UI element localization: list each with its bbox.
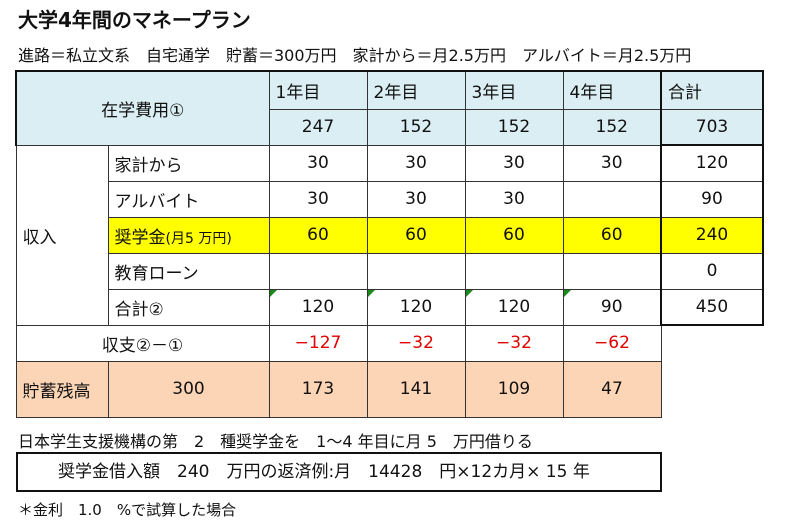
tuition-row: 247 152 152 152 703 <box>16 108 764 146</box>
savings-value: 47 <box>562 360 662 418</box>
income-value: 60 <box>268 216 368 254</box>
income-total: 240 <box>660 216 764 254</box>
income-value <box>562 180 662 218</box>
income-value <box>268 252 368 290</box>
income-value: 60 <box>366 216 466 254</box>
balance-value: −32 <box>464 324 564 362</box>
income-total: 0 <box>660 252 764 290</box>
income-sum-text: 120 <box>399 297 433 317</box>
total-header: 合計 <box>660 70 764 110</box>
income-sum-value: 120 <box>366 288 466 326</box>
income-sum-text: 90 <box>600 297 623 317</box>
repayment-example-box: 奨学金借入額 240 万円の返済例:月 14428 円×12カ月× 15 年 <box>16 452 662 492</box>
income-total: 120 <box>660 144 764 182</box>
income-value: 60 <box>464 216 564 254</box>
income-label: 収入 <box>15 144 109 326</box>
scholarship-note: 日本学生支援機構の第 2 種奨学金を 1～4 年目に月 5 万円借りる <box>18 432 533 451</box>
income-sum-value: 90 <box>562 288 662 326</box>
income-value <box>366 252 466 290</box>
savings-start: 300 <box>107 360 270 418</box>
income-value: 30 <box>562 144 662 182</box>
income-sum-total: 450 <box>660 288 764 326</box>
income-value: 30 <box>464 180 564 218</box>
income-sum-value: 120 <box>464 288 564 326</box>
income-row: アルバイト 30 30 30 90 <box>16 180 764 218</box>
income-value <box>464 252 564 290</box>
income-sum-text: 120 <box>301 297 335 317</box>
green-triangle-icon <box>563 289 571 297</box>
empty-cell <box>661 361 763 417</box>
tuition-total: 703 <box>660 108 764 146</box>
savings-label: 貯蓄残高 <box>15 360 109 418</box>
income-value: 60 <box>562 216 662 254</box>
income-row-label: アルバイト <box>107 180 270 218</box>
year-1-header: 1年目 <box>268 70 368 110</box>
year-4-header: 4年目 <box>562 70 662 110</box>
tuition-value: 152 <box>464 108 564 146</box>
income-row: 教育ローン 0 <box>16 252 764 290</box>
income-row: 収入 家計から 30 30 30 30 120 <box>15 144 764 326</box>
savings-value: 109 <box>464 360 564 418</box>
green-triangle-icon <box>367 289 375 297</box>
income-value <box>562 252 662 290</box>
balance-row: 収支②－① −127 −32 −32 −62 <box>15 324 763 362</box>
income-value: 30 <box>268 144 368 182</box>
income-sum-row: 合計② 120 120 120 90 450 <box>16 288 764 326</box>
income-sum-label: 合計② <box>107 288 270 326</box>
year-2-header: 2年目 <box>366 70 466 110</box>
balance-label: 収支②－① <box>15 324 270 362</box>
tuition-value: 152 <box>366 108 466 146</box>
tuition-header: 在学費用① <box>15 70 270 146</box>
scholarship-label: 奨学金(月5 万円) <box>107 216 270 254</box>
tuition-value: 152 <box>562 108 662 146</box>
tuition-value: 247 <box>268 108 368 146</box>
savings-value: 141 <box>366 360 466 418</box>
savings-row: 貯蓄残高 300 173 141 109 47 <box>15 360 763 418</box>
savings-value: 173 <box>268 360 368 418</box>
income-sum-value: 120 <box>268 288 368 326</box>
green-triangle-icon <box>269 289 277 297</box>
income-value: 30 <box>268 180 368 218</box>
balance-value: −32 <box>366 324 466 362</box>
green-triangle-icon <box>465 289 473 297</box>
page-title: 大学4年間のマネープラン <box>18 8 251 32</box>
empty-cell <box>661 325 763 361</box>
scholarship-row: 奨学金(月5 万円) 60 60 60 60 240 <box>16 216 764 254</box>
interest-note: ＊金利 1.0 %で試算した場合 <box>18 501 237 519</box>
income-row-label: 家計から <box>107 144 270 182</box>
income-sum-text: 120 <box>497 297 531 317</box>
income-value: 30 <box>366 180 466 218</box>
income-value: 30 <box>366 144 466 182</box>
balance-value: −127 <box>268 324 368 362</box>
income-value: 30 <box>464 144 564 182</box>
money-plan-table: 在学費用① 1年目 2年目 3年目 4年目 合計 247 152 152 152… <box>15 70 764 418</box>
header-row: 在学費用① 1年目 2年目 3年目 4年目 合計 <box>15 70 764 146</box>
year-3-header: 3年目 <box>464 70 564 110</box>
scholarship-label-main: 奨学金 <box>114 227 166 248</box>
scholarship-label-suffix: (月5 万円) <box>165 230 232 247</box>
income-row-label: 教育ローン <box>107 252 270 290</box>
income-total: 90 <box>660 180 764 218</box>
balance-value: −62 <box>562 324 662 362</box>
page-subtitle: 進路＝私立文系 自宅通学 貯蓄＝300万円 家計から＝月2.5万円 アルバイト＝… <box>18 46 692 65</box>
